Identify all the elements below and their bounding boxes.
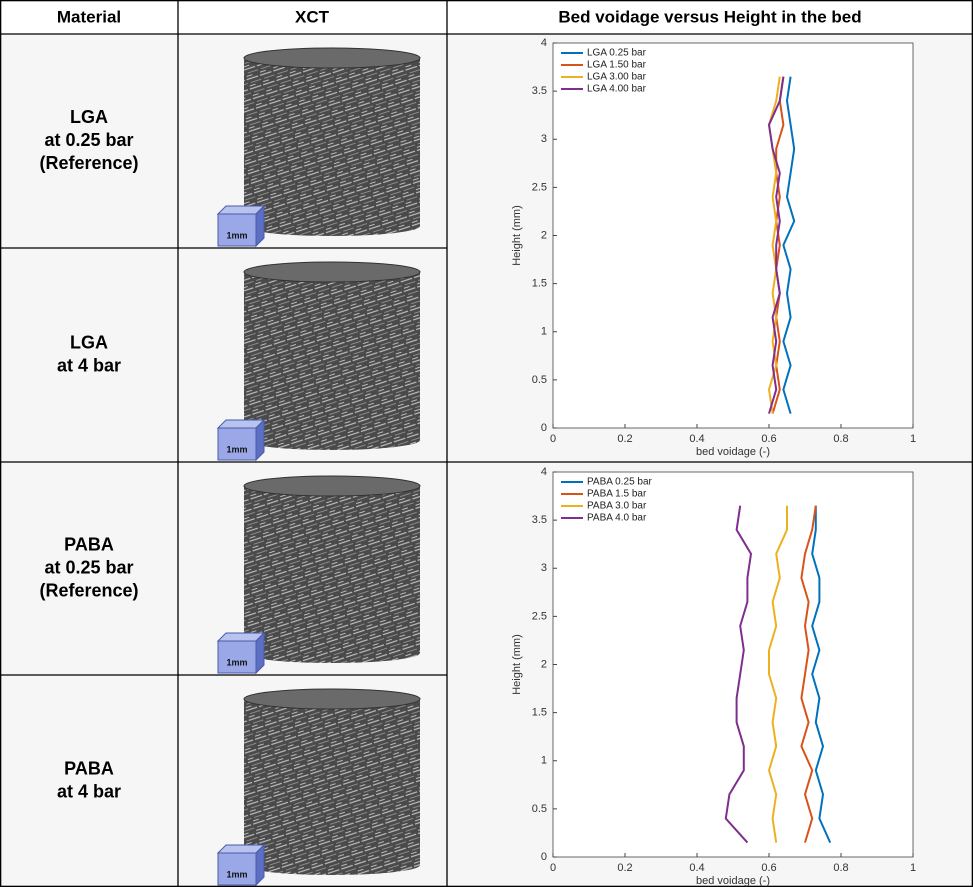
plot-area xyxy=(552,42,914,429)
x-tick-label: 1 xyxy=(910,433,916,445)
legend-label: LGA 1.50 bar xyxy=(587,60,647,71)
x-tick-label: 0.8 xyxy=(833,433,848,445)
series-line xyxy=(724,505,753,844)
x-tick-label: 0 xyxy=(550,433,556,445)
header-cell: XCT xyxy=(295,7,330,26)
legend-label: PABA 3.0 bar xyxy=(587,501,647,512)
xct-cylinder-top xyxy=(243,475,421,497)
scale-cube-front xyxy=(217,640,257,674)
y-tick-label: 1 xyxy=(541,326,547,338)
y-tick-label: 0 xyxy=(541,851,547,863)
scale-cube-front xyxy=(217,427,257,461)
scale-label: 1mm xyxy=(226,230,247,240)
x-tick-label: 0.2 xyxy=(617,433,632,445)
legend-label: PABA 4.0 bar xyxy=(587,513,647,524)
series-line xyxy=(782,76,796,414)
x-axis-label: bed voidage (-) xyxy=(696,446,770,458)
y-tick-label: 3.5 xyxy=(532,514,547,526)
xct-cylinder xyxy=(244,58,420,226)
y-tick-label: 2.5 xyxy=(532,610,547,622)
xct-cylinder xyxy=(244,272,420,440)
legend-label: LGA 4.00 bar xyxy=(587,84,647,95)
material-label: at 4 bar xyxy=(57,355,121,375)
xct-cylinder-bottom xyxy=(244,855,420,875)
y-tick-label: 4 xyxy=(541,466,547,478)
material-label: at 0.25 bar xyxy=(44,557,133,577)
material-label: (Reference) xyxy=(39,580,138,600)
series-line xyxy=(771,76,785,414)
xct-cylinder-top xyxy=(243,688,421,710)
material-label: PABA xyxy=(64,758,114,778)
x-tick-label: 0.6 xyxy=(761,433,776,445)
y-tick-label: 4 xyxy=(541,37,547,49)
material-label: LGA xyxy=(70,332,108,352)
scale-label: 1mm xyxy=(226,444,247,454)
y-tick-label: 3 xyxy=(541,562,547,574)
series-line xyxy=(767,76,785,414)
y-tick-label: 1 xyxy=(541,755,547,767)
xct-cylinder-bottom xyxy=(244,643,420,663)
material-label: PABA xyxy=(64,534,114,554)
y-tick-label: 2.5 xyxy=(532,181,547,193)
xct-cylinder xyxy=(244,699,420,865)
header-cell: Material xyxy=(57,7,121,26)
xct-cylinder-bottom xyxy=(244,216,420,236)
scale-cube-front xyxy=(217,213,257,247)
y-tick-label: 2 xyxy=(541,229,547,241)
series-line xyxy=(800,505,817,843)
header-cell: Bed voidage versus Height in the bed xyxy=(558,7,861,26)
y-axis-label: Height (mm) xyxy=(511,634,523,695)
legend-label: LGA 3.00 bar xyxy=(587,72,647,83)
y-tick-label: 2 xyxy=(541,658,547,670)
legend-label: LGA 0.25 bar xyxy=(587,48,647,59)
x-tick-label: 0.4 xyxy=(689,862,704,874)
series-line xyxy=(811,505,832,844)
x-axis-label: bed voidage (-) xyxy=(696,875,770,887)
x-tick-label: 0.2 xyxy=(617,862,632,874)
x-tick-label: 0.4 xyxy=(689,433,704,445)
xct-cylinder-bottom xyxy=(244,430,420,450)
xct-cylinder xyxy=(244,486,420,653)
material-label: at 4 bar xyxy=(57,781,121,801)
x-tick-label: 1 xyxy=(910,862,916,874)
plot-area xyxy=(552,471,914,858)
legend-label: PABA 1.5 bar xyxy=(587,489,647,500)
x-tick-label: 0 xyxy=(550,862,556,874)
y-tick-label: 0.5 xyxy=(532,374,547,386)
scale-label: 1mm xyxy=(226,869,247,879)
y-tick-label: 1.5 xyxy=(532,278,547,290)
scale-cube-front xyxy=(217,852,257,886)
y-tick-label: 0.5 xyxy=(532,803,547,815)
header-background xyxy=(0,0,973,34)
material-label: LGA xyxy=(70,107,108,127)
xct-cylinder-top xyxy=(243,47,421,69)
legend-label: PABA 0.25 bar xyxy=(587,477,653,488)
x-tick-label: 0.8 xyxy=(833,862,848,874)
y-tick-label: 1.5 xyxy=(532,707,547,719)
series-line xyxy=(767,505,788,843)
y-tick-label: 3.5 xyxy=(532,85,547,97)
material-label: (Reference) xyxy=(39,153,138,173)
x-tick-label: 0.6 xyxy=(761,862,776,874)
scale-label: 1mm xyxy=(226,657,247,667)
xct-cylinder-top xyxy=(243,261,421,283)
y-axis-label: Height (mm) xyxy=(511,205,523,266)
material-label: at 0.25 bar xyxy=(44,130,133,150)
y-tick-label: 0 xyxy=(541,422,547,434)
y-tick-label: 3 xyxy=(541,133,547,145)
